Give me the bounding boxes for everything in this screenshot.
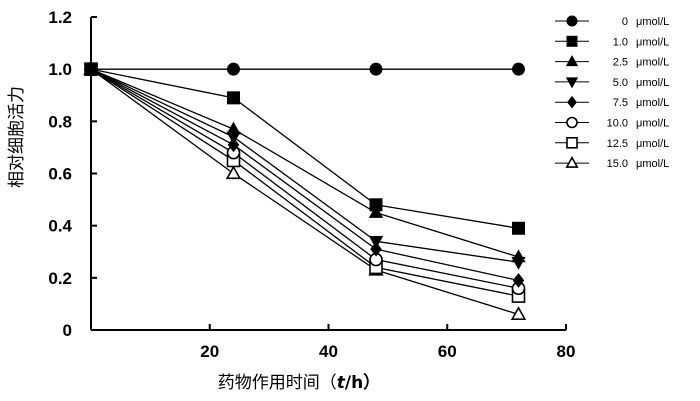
series-line	[90, 68, 519, 258]
legend-marker	[565, 55, 579, 67]
x-tick-label: 60	[438, 342, 457, 361]
x-tick-label: 80	[557, 342, 576, 361]
legend: 0 μmol/L 1.0 μmol/L 2.5 μmol/L 5.0 μmol/L 7.5 μmo…	[555, 15, 669, 170]
legend-label: 2.5	[613, 57, 628, 69]
data-point	[227, 62, 240, 76]
legend-label: 5.0	[613, 77, 628, 89]
legend-unit: μmol/L	[636, 36, 669, 48]
data-point	[368, 236, 384, 249]
legend-label: 10.0	[607, 118, 628, 130]
y-tick-label: 0.4	[48, 217, 72, 236]
data-point	[369, 62, 383, 76]
legend-marker	[566, 116, 578, 129]
y-tick-label: 0.8	[48, 112, 72, 131]
data-point	[225, 165, 242, 180]
legend-unit: μmol/L	[636, 16, 669, 28]
legend-label: 12.5	[607, 138, 628, 150]
y-axis-title: 相对细胞活力	[7, 86, 27, 188]
x-axis-title-prefix: 药物作用时间（	[218, 373, 337, 393]
data-point	[511, 249, 526, 263]
data-point	[510, 306, 527, 320]
x-axis-title-suffix: /h）	[345, 372, 380, 393]
y-tick-label: 1.2	[48, 8, 72, 27]
series-line	[90, 68, 519, 282]
series-line	[90, 68, 519, 297]
y-tick-label: 0	[63, 321, 72, 340]
x-tick-label: 40	[319, 342, 338, 361]
data-point	[512, 221, 525, 235]
legend-marker	[565, 155, 579, 168]
series-markers	[83, 60, 527, 320]
y-tick-label: 0.6	[48, 165, 72, 184]
legend-label: 7.5	[613, 97, 628, 109]
legend-label: 15.0	[607, 158, 628, 170]
legend-unit: μmol/L	[636, 138, 669, 150]
x-axis-title-var: t	[337, 373, 346, 393]
data-point	[370, 241, 382, 257]
series-lines	[90, 68, 519, 315]
legend-unit: μmol/L	[636, 158, 669, 170]
legend-marker	[566, 137, 578, 149]
data-point	[84, 62, 98, 76]
series-line	[90, 68, 519, 229]
data-point	[368, 204, 384, 218]
x-axis-title: 药物作用时间（t/h）	[218, 372, 380, 393]
legend-unit: μmol/L	[636, 97, 669, 109]
data-point	[512, 273, 525, 288]
legend-label: 1.0	[613, 36, 628, 48]
data-point	[227, 137, 240, 153]
data-point	[369, 198, 383, 212]
legend-unit: μmol/L	[636, 77, 669, 89]
data-point	[226, 121, 241, 135]
legend-marker	[566, 15, 578, 27]
legend-label: 0	[622, 16, 628, 28]
legend-marker	[566, 35, 578, 47]
series-line	[90, 68, 519, 263]
legend-marker	[565, 77, 579, 89]
data-point	[227, 91, 240, 105]
data-point	[512, 62, 525, 76]
legend-unit: μmol/L	[636, 118, 669, 130]
legend-marker	[567, 95, 577, 109]
legend-unit: μmol/L	[636, 57, 669, 69]
y-tick-label: 0.2	[48, 269, 72, 288]
series-line	[90, 68, 519, 315]
x-tick-label: 20	[200, 342, 219, 361]
series-line	[90, 68, 519, 289]
y-tick-label: 1.0	[48, 60, 72, 79]
axes: 20 40 60 80 0 0.2 0.4 0.6 0.8 1.0 1.2	[48, 8, 575, 361]
